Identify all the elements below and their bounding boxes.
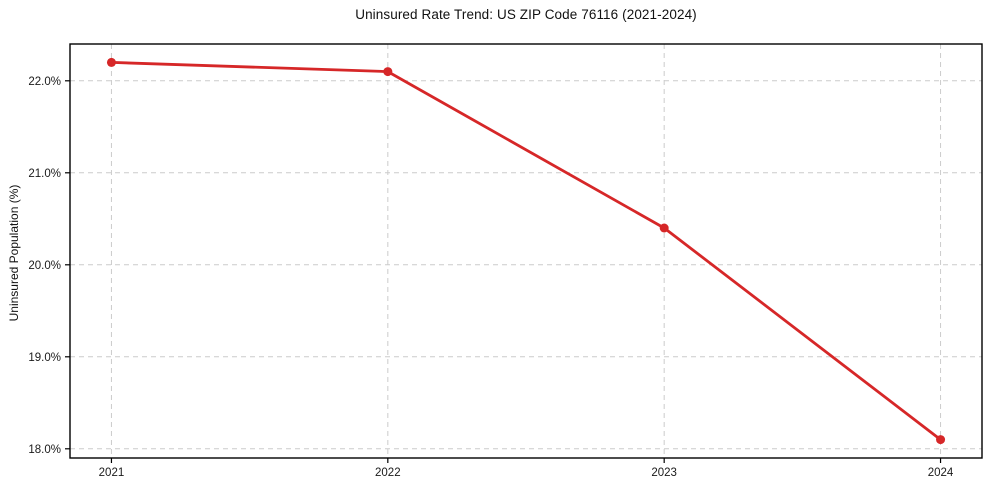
data-point bbox=[659, 223, 669, 233]
y-tick-label: 19.0% bbox=[28, 352, 61, 364]
y-tick-label: 21.0% bbox=[28, 168, 61, 180]
trend-line bbox=[110, 61, 942, 442]
y-tick-label: 22.0% bbox=[28, 76, 61, 88]
x-tick-label: 2024 bbox=[928, 467, 954, 479]
data-point bbox=[383, 67, 393, 77]
x-tick-label: 2022 bbox=[375, 467, 401, 479]
x-tick-label: 2023 bbox=[651, 467, 677, 479]
chart-title: Uninsured Rate Trend: US ZIP Code 76116 … bbox=[355, 7, 697, 22]
data-point bbox=[936, 435, 946, 445]
y-tick-label: 20.0% bbox=[28, 260, 61, 272]
x-tick-label: 2021 bbox=[99, 467, 125, 479]
data-point bbox=[106, 57, 116, 67]
y-tick-label: 18.0% bbox=[28, 444, 61, 456]
plot-border bbox=[69, 43, 983, 459]
